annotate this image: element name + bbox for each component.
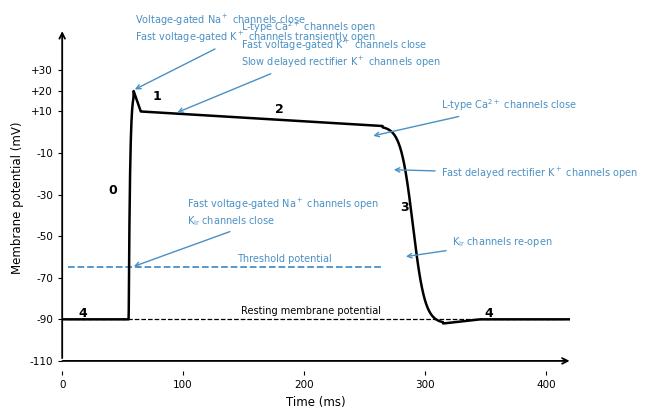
Text: K$_{\mathregular{ir}}$ channels re-open: K$_{\mathregular{ir}}$ channels re-open bbox=[408, 236, 552, 258]
Text: Fast delayed rectifier K$^+$ channels open: Fast delayed rectifier K$^+$ channels op… bbox=[395, 166, 638, 181]
Text: 3: 3 bbox=[400, 201, 409, 214]
Text: Fast voltage-gated Na$^+$ channels open
K$_{\mathregular{ir}}$ channels close: Fast voltage-gated Na$^+$ channels open … bbox=[135, 197, 379, 266]
Text: L-type Ca$^{2+}$ channels close: L-type Ca$^{2+}$ channels close bbox=[375, 97, 577, 136]
Text: 4: 4 bbox=[485, 307, 493, 320]
Text: L-type Ca$^{2+}$ channels open
Fast voltage-gated K$^+$ channels close
Slow dela: L-type Ca$^{2+}$ channels open Fast volt… bbox=[179, 19, 441, 112]
Text: 4: 4 bbox=[79, 307, 87, 320]
Text: 0: 0 bbox=[109, 184, 118, 197]
Text: Threshold potential: Threshold potential bbox=[237, 254, 332, 264]
X-axis label: Time (ms): Time (ms) bbox=[286, 396, 346, 409]
Text: Voltage-gated Na$^+$ channels close
Fast voltage-gated K$^+$ channels transientl: Voltage-gated Na$^+$ channels close Fast… bbox=[135, 13, 376, 89]
Text: 1: 1 bbox=[152, 90, 161, 103]
Y-axis label: Membrane potential (mV): Membrane potential (mV) bbox=[11, 121, 24, 274]
Text: 2: 2 bbox=[276, 103, 284, 116]
Text: Resting membrane potential: Resting membrane potential bbox=[241, 306, 381, 316]
